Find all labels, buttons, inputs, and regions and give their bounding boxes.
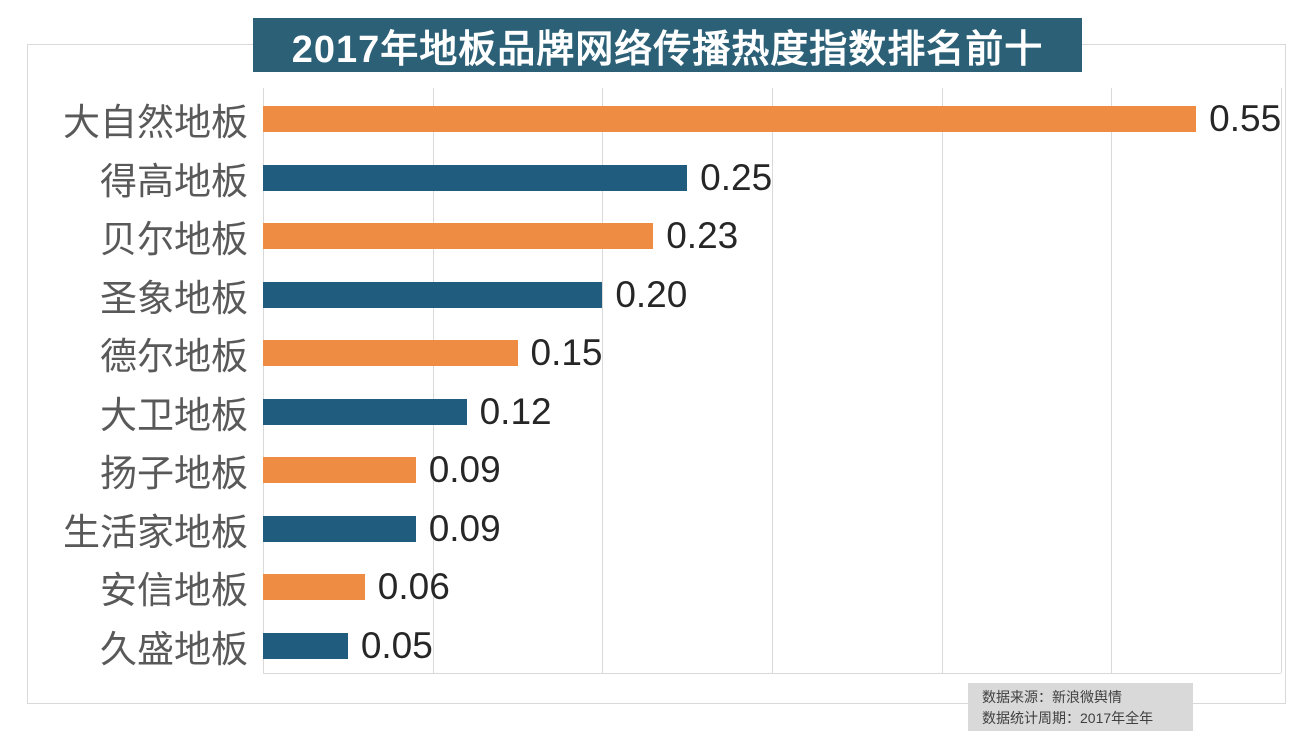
bar xyxy=(263,398,467,425)
bar xyxy=(263,515,416,542)
category-label: 久盛地板 xyxy=(100,628,248,670)
category-label: 扬子地板 xyxy=(100,453,248,494)
gridline xyxy=(941,88,943,673)
value-label: 0.23 xyxy=(666,215,739,256)
category-label: 德尔地板 xyxy=(100,336,248,377)
bar xyxy=(263,340,518,366)
value-label: 0.20 xyxy=(615,273,688,315)
data-source-line2: 数据统计周期：2017年全年 xyxy=(982,710,1154,726)
x-axis-line xyxy=(263,673,1281,674)
bar xyxy=(263,223,654,249)
category-label: 安信地板 xyxy=(100,570,248,611)
bar xyxy=(263,164,688,191)
gridline xyxy=(263,88,264,673)
value-label: 0.09 xyxy=(428,449,501,490)
value-label: 0.09 xyxy=(428,507,501,549)
data-source-box: 数据来源：新浪微舆情 数据统计周期：2017年全年 xyxy=(968,683,1193,731)
category-label: 圣象地板 xyxy=(100,277,248,319)
value-label: 0.06 xyxy=(377,566,450,607)
bar xyxy=(263,457,416,483)
chart-title: 2017年地板品牌网络传播热度指数排名前十 xyxy=(253,18,1082,72)
chart-border-frame xyxy=(27,44,1286,704)
gridline xyxy=(772,88,773,673)
gridline xyxy=(432,88,434,673)
value-label: 0.05 xyxy=(360,624,433,666)
gridline xyxy=(1281,88,1282,673)
bar xyxy=(263,632,348,659)
value-label: 0.15 xyxy=(530,332,603,373)
gridline xyxy=(1111,88,1113,673)
category-label: 生活家地板 xyxy=(63,511,248,553)
value-label: 0.55 xyxy=(1209,98,1282,139)
category-label: 得高地板 xyxy=(100,160,248,202)
data-source-line1: 数据来源：新浪微舆情 xyxy=(982,689,1122,705)
category-label: 大自然地板 xyxy=(63,102,248,143)
gridline xyxy=(602,88,604,673)
value-label: 0.25 xyxy=(700,156,773,198)
bar xyxy=(263,106,1197,132)
category-label: 大卫地板 xyxy=(100,394,248,436)
category-label: 贝尔地板 xyxy=(100,219,248,260)
bar xyxy=(263,281,603,308)
value-label: 0.12 xyxy=(479,390,552,432)
bar xyxy=(263,574,365,600)
